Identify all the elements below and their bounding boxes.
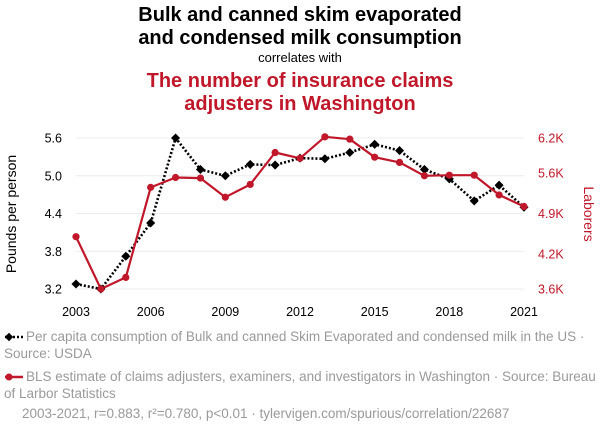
series-1-point (494, 180, 504, 190)
series-1-point (220, 171, 230, 181)
y-right-tick-label: 6.2K (538, 132, 564, 146)
x-tick-label: 2009 (211, 305, 239, 319)
x-tick-label: 2018 (435, 305, 463, 319)
series-2-point (221, 193, 229, 201)
x-tick-label: 2003 (62, 305, 90, 319)
chart-subtitle-line2: adjusters in Washington (184, 93, 416, 115)
series-2-point (346, 135, 354, 143)
legend-item-series2: BLS estimate of claims adjusters, examin… (4, 368, 596, 402)
chart-title-line1: Bulk and canned skim evaporated (138, 4, 462, 26)
legend-swatch-series1 (4, 333, 23, 342)
series-2-point (97, 285, 105, 293)
series-2-point (495, 191, 503, 199)
series-1-point (146, 218, 156, 228)
series-2-point (420, 172, 429, 180)
series-1-point (171, 133, 181, 143)
series-2-point (395, 158, 404, 166)
legend-swatch-series2 (5, 373, 23, 381)
line-chart: 3.2 3.8 4.4 5.0 5.6 3.6K 4.2K 4.9K 5.6K 6.2K 2003 2… (3, 132, 597, 320)
chart-subtitle: The number of insurance claims adjusters… (0, 70, 600, 116)
y-right-axis-label: Laborers (581, 186, 597, 241)
series-1-point (270, 160, 280, 170)
series-2-point (296, 154, 304, 162)
series-1-point (370, 139, 380, 149)
series-2-point (271, 148, 279, 157)
legend-label-series2: BLS estimate of claims adjusters, examin… (4, 369, 596, 401)
series-2-point (171, 173, 180, 182)
y-left-tick-label: 4.4 (45, 207, 62, 221)
series-2-point (122, 273, 130, 281)
series-2-point (371, 153, 379, 161)
y-left-axis-label: Pounds per person (3, 155, 19, 273)
x-tick-label: 2021 (510, 305, 538, 319)
series-2-point (72, 233, 80, 241)
connector-text: correlates with (258, 50, 342, 65)
series-1-point (395, 146, 405, 156)
series-1-point (245, 159, 255, 169)
x-tick-label: 2015 (361, 305, 389, 319)
chart-title: Bulk and canned skim evaporated and cond… (0, 4, 600, 50)
series-2-point (445, 171, 453, 179)
x-tick-label: 2006 (137, 305, 165, 319)
series-2-point (321, 133, 329, 141)
chart-title-line2: and condensed milk consumption (138, 27, 462, 49)
series-1-point (320, 154, 330, 164)
y-right-tick-label: 3.6K (538, 283, 564, 297)
series-1-point (121, 251, 131, 261)
series-2-point (246, 180, 254, 189)
footer-stats: 2003-2021, r=0.883, r²=0.780, p<0.01 · t… (22, 406, 510, 421)
series-2-point (470, 171, 478, 179)
series-2-point (520, 202, 528, 211)
x-tick-label: 2012 (286, 305, 314, 319)
y-right-tick-label: 5.6K (538, 166, 564, 180)
series-2-point (196, 174, 205, 182)
series-1-point (345, 147, 355, 157)
series-1-point (195, 164, 205, 174)
legend-item-series1: Per capita consumption of Bulk and canne… (4, 328, 596, 362)
y-left-tick-label: 3.8 (45, 245, 62, 259)
y-right-tick-label: 4.2K (538, 248, 564, 262)
legend-label-series1: Per capita consumption of Bulk and canne… (4, 329, 585, 361)
y-right-tick-label: 4.9K (538, 207, 564, 221)
y-left-tick-label: 3.2 (45, 283, 62, 297)
y-left-tick-label: 5.0 (45, 169, 62, 183)
y-left-tick-label: 5.6 (45, 132, 62, 146)
chart-subtitle-line1: The number of insurance claims (146, 70, 454, 92)
series-1-point (71, 279, 81, 289)
series-2-point (147, 183, 155, 191)
